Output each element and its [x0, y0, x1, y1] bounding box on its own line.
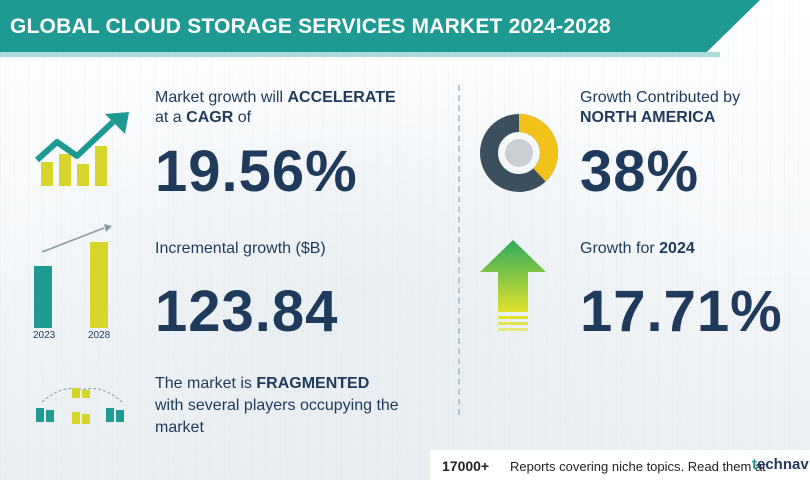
- title-banner: [0, 0, 760, 52]
- region-donut-icon: [480, 114, 558, 192]
- region-line1-text: Growth Contributed by: [580, 89, 741, 106]
- bar-comparison-icon: [34, 224, 112, 328]
- yearly-value: 17.71%: [580, 279, 783, 344]
- growth-trend-icon: [34, 112, 129, 186]
- title-underline: [0, 52, 720, 57]
- bar-year-2023: 2023: [33, 330, 56, 341]
- region-name-text: NORTH AMERICA: [580, 109, 716, 126]
- footer-bar: 17000+ Reports covering niche topics. Re…: [430, 450, 810, 480]
- donut-share-arc: [480, 114, 558, 192]
- cagr-of-text: of: [233, 109, 252, 126]
- cagr-accelerate-text: ACCELERATE: [287, 89, 396, 106]
- fragmented-label: The market is FRAGMENTED with several pl…: [155, 373, 399, 439]
- yearly-year-text: 2024: [659, 240, 695, 257]
- fragmented-line3-text: market: [155, 419, 204, 436]
- footer-report-count: 17000+: [442, 458, 490, 474]
- footer-text: Reports covering niche topics. Read them…: [510, 459, 766, 474]
- fragmented-line1-text: The market is: [155, 375, 257, 392]
- cagr-bold-text: CAGR: [186, 109, 234, 126]
- yearly-label-text: Growth for: [580, 240, 660, 257]
- technavio-logo[interactable]: technav: [752, 456, 809, 473]
- market-players-icon: [36, 387, 124, 424]
- cagr-value: 19.56%: [155, 139, 358, 204]
- region-value: 38%: [580, 139, 700, 204]
- cagr-line2-text: at a: [155, 109, 187, 126]
- growth-arrow-icon: [480, 240, 546, 331]
- incremental-value: 123.84: [155, 279, 339, 344]
- fragmented-line2-text: with several players occupying the: [155, 397, 399, 414]
- incremental-label: Incremental growth ($B): [155, 240, 326, 257]
- column-divider: [458, 85, 460, 415]
- logo-mark: t: [752, 456, 757, 473]
- fragmented-bold-text: FRAGMENTED: [256, 375, 370, 392]
- bar-year-2028: 2028: [88, 330, 111, 341]
- page-title: GLOBAL CLOUD STORAGE SERVICES MARKET 202…: [10, 15, 611, 38]
- logo-text: echnav: [757, 456, 809, 473]
- cagr-line1-text: Market growth will: [155, 89, 288, 106]
- yearly-label: Growth for 2024: [580, 239, 695, 259]
- region-label: Growth Contributed by NORTH AMERICA: [580, 88, 740, 128]
- cagr-label: Market growth will ACCELERATE at a CAGR …: [155, 88, 396, 128]
